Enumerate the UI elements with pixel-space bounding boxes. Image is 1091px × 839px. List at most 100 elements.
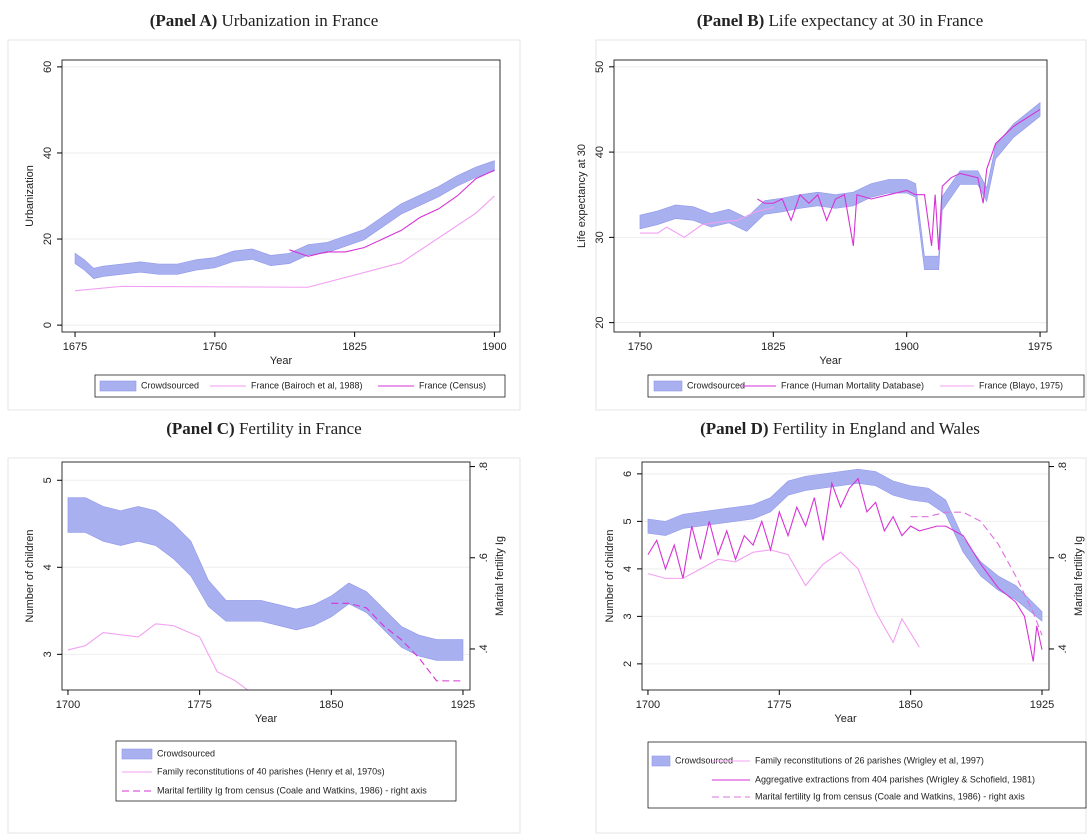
x-tick-label: 1675 bbox=[63, 341, 87, 353]
legend-label: Crowdsourced bbox=[141, 380, 199, 390]
series-line bbox=[647, 477, 1043, 662]
band bbox=[67, 497, 464, 661]
legend-label: France (Census) bbox=[419, 380, 486, 390]
legend-swatch bbox=[121, 748, 153, 760]
y-tick-label: 40 bbox=[594, 146, 606, 158]
y-tick-label: 3 bbox=[42, 651, 54, 657]
x-tick-label: 1825 bbox=[342, 341, 366, 353]
legend-label: Marital fertility Ig from census (Coale … bbox=[755, 791, 1025, 801]
panel-title: (Panel B) Life expectancy at 30 in Franc… bbox=[697, 11, 984, 30]
plot-frame bbox=[641, 461, 1050, 691]
panel: (Panel A) Urbanization in France 0 20 40 60 1… bbox=[7, 11, 521, 411]
y-tick-label: 20 bbox=[594, 316, 606, 328]
title-text: Urbanization in France bbox=[222, 11, 379, 30]
x-axis-title: Year bbox=[819, 355, 842, 367]
plot-frame bbox=[61, 461, 471, 691]
panel: (Panel D) Fertility in England and Wales… bbox=[595, 419, 1087, 834]
panel-title: (Panel C) Fertility in France bbox=[166, 419, 361, 438]
x-axis-title: Year bbox=[834, 713, 857, 725]
legend-label: France (Blayo, 1975) bbox=[979, 380, 1063, 390]
x-tick-label: 1775 bbox=[187, 699, 211, 711]
y-tick-label: 20 bbox=[42, 233, 54, 245]
panel-label: (Panel C) bbox=[166, 419, 234, 438]
panel-label: (Panel B) bbox=[697, 11, 765, 30]
legend-label: Crowdsourced bbox=[675, 755, 733, 765]
legend-label: France (Bairoch et al, 1988) bbox=[251, 380, 363, 390]
title-text: Fertility in France bbox=[239, 419, 362, 438]
y2-axis-title: Marital fertility Ig bbox=[1073, 536, 1085, 616]
legend-label: Marital fertility Ig from census (Coale … bbox=[157, 785, 427, 795]
y2-tick-label: .6 bbox=[1057, 553, 1069, 562]
panel-frame bbox=[7, 457, 521, 834]
legend-box bbox=[115, 740, 457, 802]
band bbox=[74, 160, 495, 279]
title-text: Life expectancy at 30 in France bbox=[769, 11, 984, 30]
y-tick-label: 50 bbox=[594, 61, 606, 73]
y2-tick-label: .8 bbox=[1057, 462, 1069, 471]
legend-label: Family reconstitutions of 40 parishes (H… bbox=[157, 766, 385, 776]
x-tick-label: 1775 bbox=[767, 699, 791, 711]
panel-label: (Panel A) bbox=[150, 11, 218, 30]
x-axis-title: Year bbox=[270, 355, 293, 367]
band bbox=[639, 102, 1041, 271]
panel: (Panel B) Life expectancy at 30 in Franc… bbox=[576, 11, 1087, 411]
legend-swatch bbox=[651, 755, 671, 767]
x-axis-title: Year bbox=[255, 713, 278, 725]
panel-frame bbox=[595, 39, 1087, 411]
x-tick-label: 1750 bbox=[628, 341, 652, 353]
y-tick-label: 3 bbox=[622, 613, 634, 619]
legend-label: Aggregative extractions from 404 parishe… bbox=[755, 774, 1035, 784]
legend-swatch bbox=[99, 380, 137, 392]
band bbox=[647, 468, 1043, 622]
y-axis-title: Urbanization bbox=[24, 165, 36, 227]
y-tick-label: 6 bbox=[622, 471, 634, 477]
y-tick-label: 30 bbox=[594, 231, 606, 243]
legend-label: France (Human Mortality Database) bbox=[781, 380, 924, 390]
panel-frame bbox=[7, 39, 521, 411]
series-line bbox=[331, 602, 463, 682]
legend-swatch bbox=[653, 380, 683, 392]
y-axis-title: Number of children bbox=[24, 530, 36, 623]
x-tick-label: 1900 bbox=[482, 341, 506, 353]
series-line bbox=[910, 511, 1043, 636]
plot-frame bbox=[61, 59, 501, 333]
y-tick-label: 40 bbox=[42, 147, 54, 159]
title-text: Fertility in England and Wales bbox=[773, 419, 980, 438]
y-axis-title: Life expectancy at 30 bbox=[576, 144, 588, 248]
y-tick-label: 5 bbox=[622, 518, 634, 524]
y2-tick-label: .6 bbox=[478, 553, 490, 562]
panel-title: (Panel A) Urbanization in France bbox=[150, 11, 379, 30]
plot-frame bbox=[613, 59, 1048, 333]
y2-tick-label: .8 bbox=[478, 462, 490, 471]
x-tick-label: 1925 bbox=[1030, 699, 1054, 711]
panel: (Panel C) Fertility in France 3 4 5 .4 .6 .8 17… bbox=[7, 419, 521, 834]
x-tick-label: 1925 bbox=[451, 699, 475, 711]
y-tick-label: 4 bbox=[42, 564, 54, 570]
series-line bbox=[647, 549, 920, 648]
x-tick-label: 1850 bbox=[898, 699, 922, 711]
x-tick-label: 1700 bbox=[636, 699, 660, 711]
x-tick-label: 1700 bbox=[56, 699, 80, 711]
panel-label: (Panel D) bbox=[700, 419, 768, 438]
y2-tick-label: .4 bbox=[478, 644, 490, 653]
y-tick-label: 5 bbox=[42, 477, 54, 483]
x-tick-label: 1900 bbox=[894, 341, 918, 353]
y2-tick-label: .4 bbox=[1057, 644, 1069, 653]
y-tick-label: 0 bbox=[42, 322, 54, 328]
y-tick-label: 60 bbox=[42, 61, 54, 73]
panel-frame bbox=[595, 457, 1087, 834]
y-tick-label: 4 bbox=[622, 566, 634, 572]
y2-axis-title: Marital fertility Ig bbox=[494, 536, 506, 616]
y-tick-label: 2 bbox=[622, 661, 634, 667]
legend-box bbox=[647, 374, 1085, 398]
legend-label: Crowdsourced bbox=[687, 380, 745, 390]
series-line bbox=[289, 169, 495, 257]
legend-label: Family reconstitutions of 26 parishes (W… bbox=[755, 755, 984, 765]
x-tick-label: 1975 bbox=[1028, 341, 1052, 353]
series-line bbox=[74, 195, 495, 292]
panel-title: (Panel D) Fertility in England and Wales bbox=[700, 419, 980, 438]
legend-box bbox=[94, 374, 506, 398]
x-tick-label: 1750 bbox=[203, 341, 227, 353]
series-line bbox=[67, 623, 249, 690]
